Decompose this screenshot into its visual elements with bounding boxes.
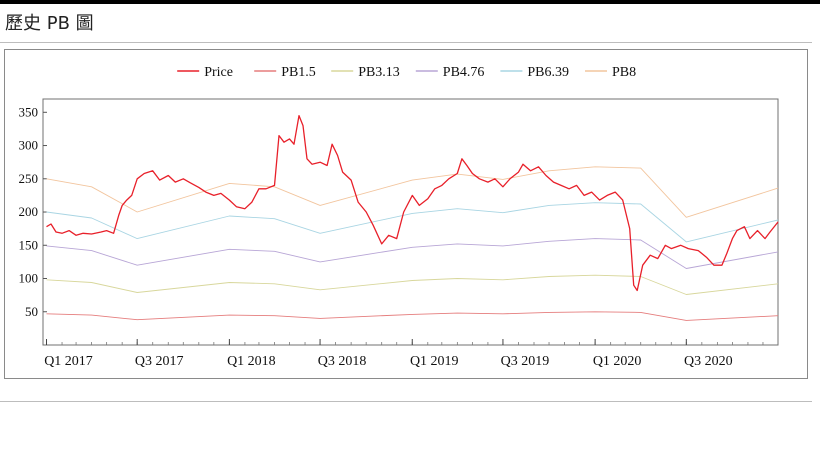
- legend-label-pb4-76: PB4.76: [443, 65, 485, 80]
- legend-label-pb6-39: PB6.39: [527, 65, 569, 80]
- plot-area: [42, 98, 779, 346]
- legend-label-pb1-5: PB1.5: [281, 65, 316, 80]
- top-rule: [0, 0, 820, 4]
- y-tick-label: 300: [19, 138, 39, 153]
- series-line-price: [46, 114, 779, 292]
- x-tick-label: Q3 2020: [684, 354, 733, 369]
- y-tick-label: 200: [19, 204, 39, 219]
- y-tick-label: 100: [19, 271, 39, 286]
- series-line-pb1-5: [46, 311, 779, 321]
- legend-label-price: Price: [204, 65, 233, 80]
- series-line-pb6-39: [46, 202, 779, 243]
- y-tick-label: 50: [25, 304, 38, 319]
- series-lines: [46, 114, 779, 321]
- x-tick-label: Q1 2018: [227, 354, 276, 369]
- y-tick-label: 250: [19, 171, 39, 186]
- x-tick-label: Q3 2017: [135, 354, 184, 369]
- chart-legend: Price PB1.5 PB3.13 PB4.76 PB6.39 PB8: [177, 65, 636, 80]
- series-line-pb4-76: [46, 238, 779, 269]
- series-line-pb8: [46, 166, 779, 218]
- x-tick-label: Q3 2019: [501, 354, 550, 369]
- pb-chart: Price PB1.5 PB3.13 PB4.76 PB6.39 PB8 50 100 150…: [19, 65, 779, 369]
- chart-frame: Price PB1.5 PB3.13 PB4.76 PB6.39 PB8 50 100 150…: [4, 49, 808, 379]
- x-tick-label: Q3 2018: [318, 354, 367, 369]
- title-divider: [0, 42, 812, 43]
- legend-label-pb8: PB8: [612, 65, 636, 80]
- page-title: 歷史 PB 圖: [5, 13, 94, 34]
- x-axis: Q1 2017 Q3 2017 Q1 2018 Q3 2018 Q1 2019 Q3 20…: [44, 339, 764, 369]
- y-tick-label: 350: [19, 104, 39, 119]
- x-tick-label: Q1 2020: [593, 354, 642, 369]
- y-axis: 50 100 150 200 250 300 350: [19, 104, 47, 319]
- bottom-divider: [0, 401, 812, 402]
- legend-label-pb3-13: PB3.13: [358, 65, 400, 80]
- y-tick-label: 150: [19, 237, 39, 252]
- x-tick-label: Q1 2017: [44, 354, 93, 369]
- x-tick-label: Q1 2019: [410, 354, 459, 369]
